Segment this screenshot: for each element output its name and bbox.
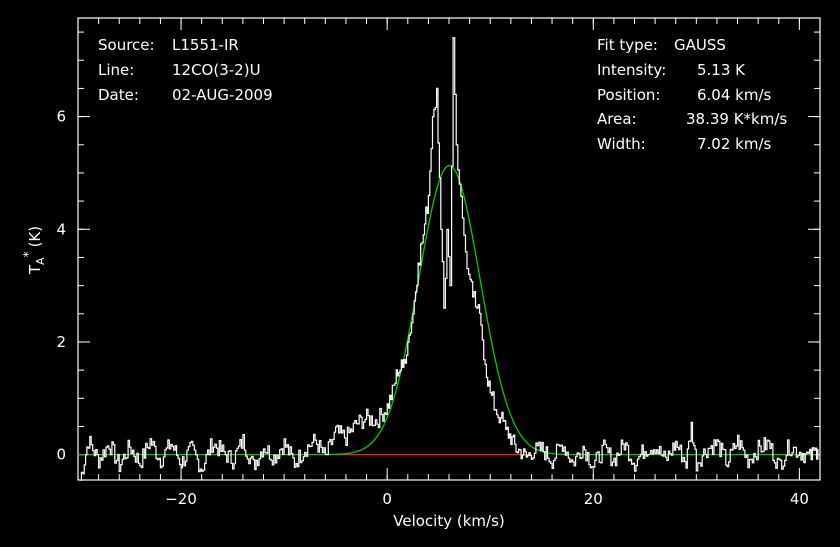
line-value: 12CO(3-2)U bbox=[172, 61, 261, 79]
x-axis-label: Velocity (km/s) bbox=[393, 512, 504, 530]
position-value: 6.04 km/s bbox=[697, 86, 772, 104]
intensity-label: Intensity: bbox=[597, 61, 666, 79]
width-value: 7.02 km/s bbox=[697, 135, 772, 153]
date-value: 02-AUG-2009 bbox=[172, 86, 273, 104]
line-label: Line: bbox=[98, 61, 134, 79]
y-axis-label-main: T bbox=[26, 264, 44, 275]
svg-text:TA*(K): TA* (K) bbox=[21, 226, 47, 275]
area-label: Area: bbox=[597, 110, 637, 128]
axis-tick-labels: −20 0 20 40 0 2 4 6 bbox=[56, 108, 808, 508]
plot-frame bbox=[77, 17, 821, 481]
width-label: Width: bbox=[597, 135, 646, 153]
x-tick-label: 20 bbox=[584, 490, 603, 508]
source-label: Source: bbox=[98, 36, 155, 54]
header-left: Source: L1551-IR Line: 12CO(3-2)U Date: … bbox=[98, 36, 273, 104]
spectrum-line bbox=[80, 37, 819, 481]
intensity-value: 5.13 K bbox=[697, 61, 746, 79]
area-value: 38.39 K*km/s bbox=[686, 110, 787, 128]
header-right: Fit type: GAUSS Intensity: 5.13 K Positi… bbox=[597, 36, 787, 153]
fit-type-label: Fit type: bbox=[597, 36, 658, 54]
y-tick-label: 0 bbox=[56, 446, 66, 464]
x-tick-label: 40 bbox=[790, 490, 809, 508]
gaussian-fit-line bbox=[78, 164, 819, 456]
y-axis-label-unit: (K) bbox=[26, 226, 44, 248]
x-tick-label: 0 bbox=[382, 490, 392, 508]
date-label: Date: bbox=[98, 86, 139, 104]
y-tick-label: 6 bbox=[56, 108, 66, 126]
axis-ticks bbox=[77, 18, 821, 480]
y-tick-label: 2 bbox=[56, 333, 66, 351]
y-axis-label-sub: A bbox=[34, 257, 47, 265]
fit-type-value: GAUSS bbox=[674, 36, 726, 54]
source-value: L1551-IR bbox=[172, 36, 239, 54]
y-axis-label-sup: * bbox=[21, 251, 35, 257]
position-label: Position: bbox=[597, 86, 660, 104]
y-axis-label: TA* (K) bbox=[21, 226, 47, 275]
x-tick-label: −20 bbox=[165, 490, 197, 508]
y-tick-label: 4 bbox=[56, 220, 66, 238]
